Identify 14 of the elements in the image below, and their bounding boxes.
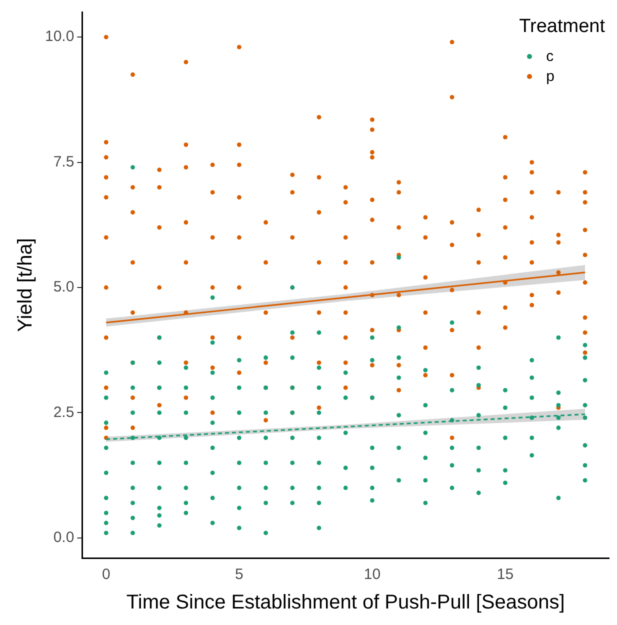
x-tick-label: 15 [496,566,514,584]
y-tick-label: 5.0 [53,278,74,296]
legend-label: p [546,68,554,84]
x-axis-title: Time Since Establishment of Push-Pull [Seasons] [126,592,565,614]
y-tick-label: 7.5 [53,153,74,170]
y-tick-label: 0.0 [53,529,74,546]
y-tick-label: 2.5 [53,404,74,421]
x-tick-label: 5 [235,566,244,584]
legend-label: c [546,48,554,64]
y-axis-title: Yield [t/ha] [14,238,37,332]
x-tick-label: 0 [102,566,110,584]
y-tick-label: 10.0 [44,28,74,46]
legend-title: Treatment [519,16,605,38]
x-tick-label: 10 [364,566,381,584]
